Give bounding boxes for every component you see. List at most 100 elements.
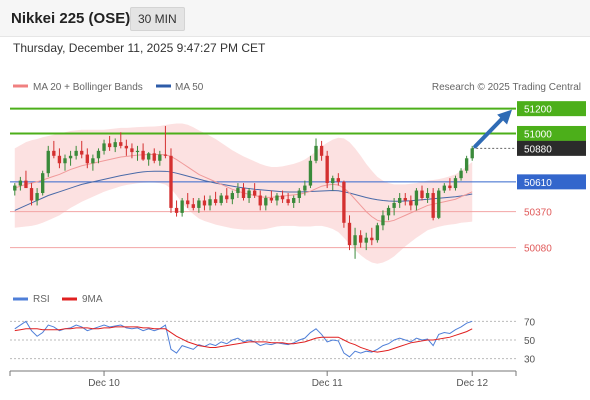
candle-body: [280, 195, 285, 200]
candle-body: [336, 178, 341, 182]
rsi-series-rsi: [14, 320, 473, 358]
candle-body: [85, 154, 89, 164]
candle-body: [375, 225, 380, 241]
candle-body: [219, 195, 223, 203]
candle-body: [158, 154, 162, 161]
candle-body: [18, 180, 23, 186]
candle-body: [364, 237, 368, 243]
candle-body: [225, 195, 229, 200]
candle-body: [425, 193, 430, 198]
candle-body: [13, 185, 17, 191]
chart-header: Nikkei 225 (OSE) 30 MIN: [0, 0, 590, 37]
candle-body: [113, 142, 117, 148]
candle-body: [331, 178, 335, 184]
candle-body: [213, 199, 218, 203]
time-axis: Dec 10 Dec 11 Dec 12: [88, 371, 488, 389]
candle-body: [102, 143, 106, 151]
candle-body: [358, 235, 363, 243]
candle-body: [392, 202, 396, 208]
candle-body: [431, 193, 435, 218]
candle-body: [453, 178, 458, 189]
candle-body: [437, 190, 441, 218]
candle-body: [52, 150, 56, 156]
candle-body: [208, 199, 212, 206]
candle-body: [370, 237, 374, 241]
timeframe-badge[interactable]: 30 MIN: [130, 7, 185, 31]
rsi-tick-30: 30: [524, 355, 536, 366]
candle-body: [107, 143, 112, 148]
candle-body: [292, 197, 296, 203]
candle-body: [68, 155, 73, 159]
candle-body: [381, 215, 385, 226]
candle-body: [409, 200, 413, 206]
candle-body: [269, 197, 274, 201]
candle-body: [141, 150, 145, 160]
candle-body: [119, 142, 123, 146]
level-badge-51000: [517, 125, 586, 141]
candle-body: [275, 195, 279, 201]
candle-body: [46, 150, 50, 174]
candle-body: [35, 193, 39, 201]
candle-body: [152, 153, 156, 161]
candle-body: [297, 190, 301, 198]
level-label-51000: 51000: [524, 129, 552, 140]
candle-body: [241, 188, 246, 198]
candle-body: [169, 155, 173, 208]
candle-body: [180, 200, 184, 213]
candle-body: [308, 160, 313, 186]
candle-body: [124, 145, 129, 149]
candle-body: [264, 197, 268, 206]
candle-body: [252, 190, 257, 196]
candle-body: [146, 153, 151, 160]
candle-body: [319, 145, 324, 156]
candle-body: [325, 155, 329, 184]
candle-body: [91, 158, 95, 164]
candle-body: [470, 148, 474, 159]
ma50-legend-label: MA 50: [175, 82, 204, 93]
candle-body: [24, 180, 28, 189]
candle-body: [398, 197, 402, 203]
time-axis-label: Dec 11: [312, 378, 343, 389]
candle-body: [57, 155, 62, 164]
candle-body: [258, 195, 262, 206]
source-credit: Research © 2025 Trading Central: [432, 82, 581, 93]
level-label-50880: 50880: [524, 144, 552, 155]
candle-body: [163, 154, 168, 156]
time-axis-label: Dec 10: [88, 378, 120, 389]
instrument-title: Nikkei 225 (OSE): [11, 10, 131, 27]
candle-body: [130, 148, 134, 153]
report-datetime: Thursday, December 11, 2025 9:47:27 PM C…: [13, 41, 266, 55]
candle-body: [303, 185, 307, 191]
rsi-tick-50: 50: [524, 336, 536, 347]
candle-body: [41, 173, 45, 194]
candle-body: [386, 207, 391, 216]
rsi-ma-legend-label: 9MA: [82, 294, 103, 305]
candle-body: [442, 185, 446, 191]
candle-body: [247, 190, 251, 198]
candle-body: [286, 199, 290, 203]
candle-body: [29, 188, 34, 201]
candle-body: [342, 181, 346, 223]
level-label-50080: 50080: [524, 244, 552, 255]
level-badge-50880: [517, 140, 586, 156]
level-label-50610: 50610: [524, 178, 552, 189]
rsi-legend-label: RSI: [33, 294, 50, 305]
candle-body: [197, 200, 201, 208]
candle-body: [191, 204, 195, 208]
candle-body: [448, 185, 452, 189]
candle-body: [314, 145, 318, 161]
candle-body: [353, 235, 357, 246]
candle-body: [80, 150, 84, 155]
time-axis-label: Dec 12: [456, 378, 488, 389]
level-label-50370: 50370: [524, 208, 552, 219]
rsi-chart: 70 50 30: [10, 317, 536, 366]
candle-body: [186, 200, 190, 205]
candle-body: [403, 197, 407, 201]
level-badge-50610: [517, 174, 586, 190]
candle-body: [174, 207, 179, 213]
rsi-tick-70: 70: [524, 317, 536, 328]
bollinger-legend-label: MA 20 + Bollinger Bands: [33, 82, 143, 93]
candle-body: [202, 200, 207, 206]
candle-body: [230, 193, 235, 200]
